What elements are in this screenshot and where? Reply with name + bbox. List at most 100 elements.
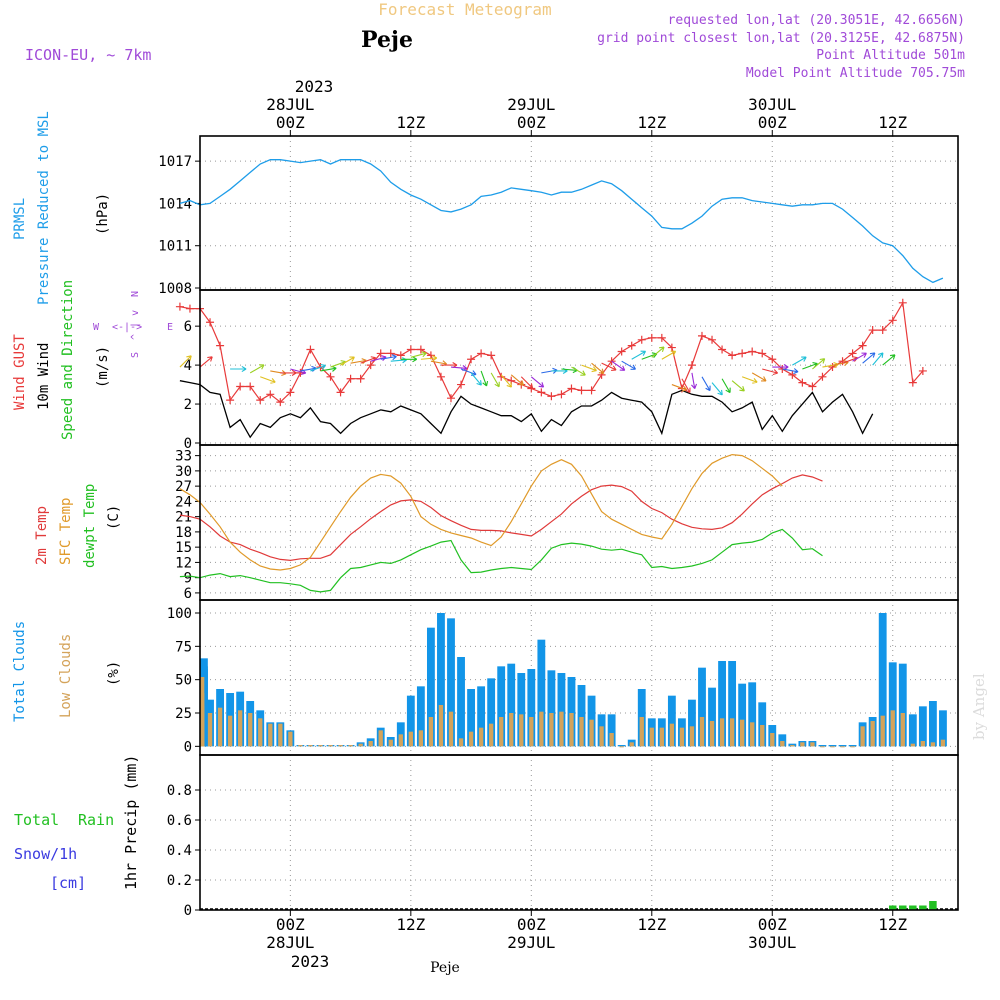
low-cloud-bar bbox=[579, 717, 584, 747]
bottom-date-label: 29JUL bbox=[507, 933, 555, 952]
low-cloud-bar bbox=[840, 746, 845, 748]
total-cloud-bar bbox=[426, 627, 435, 747]
ytick-label: 1014 bbox=[158, 196, 192, 212]
compass-we: <-|-> bbox=[112, 322, 142, 333]
top-date-label: 29JUL bbox=[507, 95, 555, 114]
ytick-label: 100 bbox=[167, 606, 192, 622]
gust-point bbox=[276, 398, 285, 407]
low-cloud-bar bbox=[790, 745, 795, 747]
ytick-label: 75 bbox=[175, 639, 192, 655]
low-cloud-bar bbox=[448, 711, 454, 747]
total-cloud-bar bbox=[667, 695, 676, 747]
low-cloud-bar bbox=[750, 722, 755, 747]
low-cloud-bar bbox=[629, 742, 634, 747]
wind-arrow bbox=[179, 355, 192, 368]
wind-labels: Wind GUST 10m Wind Speed and Direction (… bbox=[12, 280, 173, 440]
gust-point bbox=[758, 349, 767, 358]
gust-point bbox=[868, 326, 877, 335]
series-2m-temp bbox=[179, 474, 823, 562]
top-tick-label: 00Z bbox=[517, 113, 546, 132]
watermark: by Angel bbox=[970, 673, 988, 740]
low-cloud-bar bbox=[659, 727, 664, 747]
low-cloud-bar bbox=[217, 707, 223, 747]
gust-point bbox=[436, 372, 445, 381]
ytick-label: 12 bbox=[175, 555, 192, 571]
series-prmsl bbox=[179, 159, 944, 284]
gust-point bbox=[748, 347, 757, 356]
t2m-label: 2m Temp bbox=[34, 506, 50, 565]
compass-s: S bbox=[130, 352, 141, 358]
total-cloud-bar bbox=[888, 662, 897, 747]
rain-bar bbox=[899, 905, 907, 910]
gust-point bbox=[818, 372, 827, 381]
wind-arrow bbox=[591, 362, 605, 374]
snow-unit-label: [cm] bbox=[50, 874, 86, 892]
gust-point bbox=[888, 316, 897, 325]
wind-arrow bbox=[581, 364, 597, 373]
ytick-label: 4 bbox=[184, 358, 192, 374]
top-tick-label: 12Z bbox=[878, 113, 907, 132]
pressure-labels: PRMSL Pressure Reduced to MSL (hPa) bbox=[12, 111, 111, 305]
wind-arrow bbox=[310, 363, 326, 372]
cloud-labels: Total Clouds Low Clouds (%) bbox=[12, 621, 122, 722]
wind-arrow bbox=[762, 368, 779, 376]
wind-arrow bbox=[681, 378, 691, 394]
low-cloud-bar bbox=[238, 710, 243, 747]
gust-point bbox=[788, 370, 797, 379]
wind-arrow bbox=[470, 372, 482, 386]
total-cloud-bar bbox=[507, 663, 516, 747]
wind-arrow bbox=[520, 376, 534, 389]
gust-point bbox=[477, 349, 486, 358]
bottom-tick-label: 12Z bbox=[396, 915, 425, 934]
wind-arrow bbox=[741, 376, 758, 384]
low-cloud-bar bbox=[930, 742, 936, 747]
total-cloud-bar bbox=[577, 685, 586, 747]
gust-point bbox=[918, 366, 927, 375]
bottom-tick-label: 00Z bbox=[517, 915, 546, 934]
gust-point bbox=[577, 386, 586, 395]
low-cloud-bar bbox=[438, 705, 444, 747]
low-cloud-bar bbox=[649, 727, 654, 747]
precip-unit: 1hr Precip (mm) bbox=[122, 755, 140, 890]
low-cloud-bar bbox=[268, 723, 273, 747]
gust-label: Wind GUST bbox=[12, 334, 28, 410]
compass-ns: ^ | v bbox=[130, 310, 141, 340]
point-altitude: Point Altitude 501m bbox=[816, 48, 965, 63]
wind-arrow bbox=[480, 370, 489, 387]
precip-labels: Total Rain Snow/1h [cm] 1hr Precip (mm) bbox=[14, 755, 140, 892]
low-cloud-bar bbox=[699, 717, 705, 747]
low-cloud-bar bbox=[358, 743, 363, 747]
total-cloud-bar bbox=[838, 745, 847, 747]
ytick-label: 6 bbox=[184, 319, 192, 335]
total-cloud-bar bbox=[908, 714, 917, 747]
wind-arrow bbox=[751, 372, 767, 382]
low-cloud-bar bbox=[770, 733, 775, 747]
requested-coords: requested lon,lat (20.3051E, 42.6656N) bbox=[668, 13, 965, 28]
gust-point bbox=[396, 351, 405, 360]
gust-point bbox=[336, 388, 345, 397]
low-cloud-bar bbox=[830, 746, 835, 748]
low-cloud-bar bbox=[458, 738, 464, 747]
bottom-tick-label: 00Z bbox=[276, 915, 305, 934]
clouds-panel: 0 25 50 75 100 bbox=[167, 600, 958, 755]
low-cloud-bar bbox=[709, 721, 715, 747]
series-sfc-temp bbox=[179, 453, 783, 571]
wind-unit: (m/s) bbox=[95, 346, 111, 388]
total-cloud-bar bbox=[918, 706, 927, 747]
total-cloud-bar bbox=[728, 661, 737, 747]
low-cloud-bar bbox=[388, 739, 393, 747]
ytick-label: 33 bbox=[175, 449, 192, 465]
low-cloud-bar bbox=[669, 723, 675, 747]
rain-bar bbox=[929, 901, 937, 910]
top-tick-label: 12Z bbox=[637, 113, 666, 132]
gust-point bbox=[266, 390, 275, 399]
low-cloud-bar bbox=[739, 719, 745, 747]
gust-point bbox=[346, 374, 355, 383]
wind-dir-label: Speed and Direction bbox=[60, 280, 76, 440]
low-cloud-bar bbox=[348, 745, 353, 747]
low-cloud-bar bbox=[549, 713, 554, 747]
precip-panel: 0 0.2 0.4 0.6 0.8 bbox=[167, 755, 958, 919]
total-cloud-bar bbox=[537, 639, 546, 747]
total-cloud-bar bbox=[557, 673, 566, 747]
